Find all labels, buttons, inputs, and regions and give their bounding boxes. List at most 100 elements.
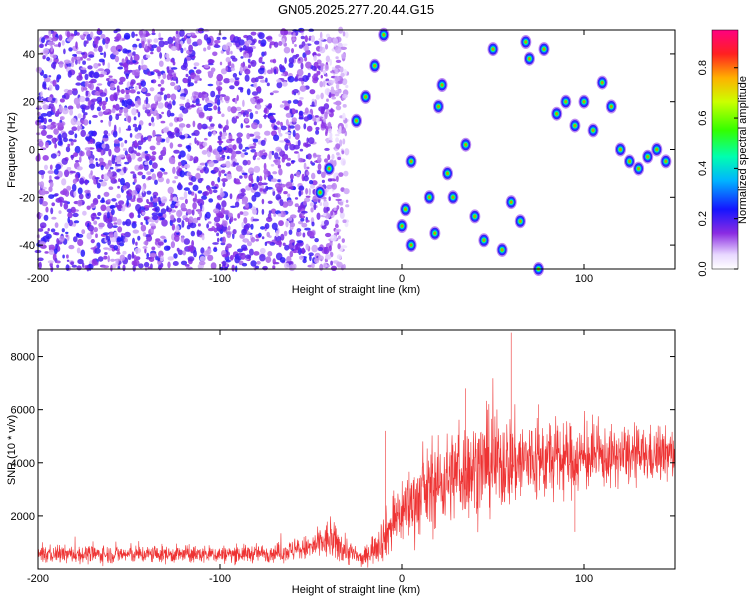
noise-cell [184, 198, 188, 205]
noise-cell [225, 160, 231, 168]
noise-cell [127, 52, 134, 57]
noise-cell [272, 90, 279, 94]
snr-frame [37, 329, 676, 570]
noise-cell [103, 130, 109, 136]
noise-cell [102, 232, 110, 236]
noise-cell [183, 187, 190, 191]
noise-cell [59, 137, 63, 144]
noise-cell [310, 207, 314, 213]
noise-cell [198, 112, 205, 119]
noise-cell [177, 182, 182, 190]
noise-cell [62, 200, 68, 204]
noise-cell [217, 140, 224, 144]
noise-cell [325, 74, 328, 77]
noise-cell [227, 106, 232, 112]
noise-cell [299, 97, 304, 100]
noise-cell [331, 265, 337, 271]
noise-cell [96, 182, 101, 189]
noise-cell [302, 232, 306, 238]
noise-cell [314, 257, 320, 264]
noise-cell [149, 87, 155, 92]
noise-cell [217, 145, 223, 153]
noise-cell [170, 81, 176, 87]
noise-cell [88, 80, 94, 84]
noise-cell [116, 33, 122, 41]
noise-cell [289, 125, 295, 129]
noise-cell [207, 150, 211, 158]
noise-cell [216, 232, 220, 237]
noise-cell [200, 146, 203, 150]
noise-cell [334, 77, 338, 85]
noise-cell [196, 140, 199, 146]
noise-cell [344, 148, 350, 156]
noise-cell [139, 164, 144, 170]
noise-cell [61, 107, 69, 115]
noise-cell [152, 215, 159, 221]
noise-cell [230, 205, 237, 208]
signal-cell [665, 160, 667, 163]
noise-cell [160, 79, 165, 85]
noise-cell [56, 76, 60, 83]
noise-cell [213, 150, 217, 155]
noise-cell [280, 28, 287, 36]
noise-cell [114, 165, 118, 169]
noise-cell [330, 234, 337, 242]
noise-cell [302, 200, 307, 206]
noise-cell [316, 53, 321, 57]
noise-cell [292, 99, 299, 104]
signal-cluster [405, 154, 417, 169]
noise-cell [230, 67, 236, 72]
noise-cell [70, 206, 76, 214]
noise-cell [150, 155, 156, 162]
noise-cell [313, 153, 316, 157]
noise-cell [183, 238, 190, 245]
noise-cell [124, 93, 131, 100]
noise-cell [188, 44, 194, 52]
noise-cell [222, 36, 227, 40]
noise-cell [50, 207, 54, 215]
noise-cell [285, 162, 291, 167]
noise-cell [100, 33, 106, 40]
noise-cell [98, 45, 103, 53]
noise-cell [179, 196, 185, 200]
noise-cell [210, 262, 217, 270]
noise-cell [145, 96, 149, 105]
noise-cell [258, 57, 263, 64]
noise-cell [334, 148, 338, 152]
noise-cell [201, 150, 208, 155]
noise-cell [65, 234, 68, 238]
noise-cell [239, 211, 244, 215]
noise-cell [186, 171, 192, 176]
noise-cell [221, 200, 227, 208]
noise-cell [160, 196, 168, 204]
noise-cell [166, 205, 169, 211]
noise-cell [170, 58, 174, 63]
noise-cell [279, 199, 284, 207]
noise-cell [259, 188, 264, 192]
noise-cell [48, 118, 53, 123]
noise-cell [115, 114, 120, 121]
noise-cell [74, 145, 81, 154]
noise-cell [172, 180, 177, 184]
noise-cell [295, 171, 301, 178]
noise-cell [180, 47, 184, 54]
noise-cell [78, 193, 84, 200]
noise-cell [263, 162, 267, 171]
noise-cell [308, 137, 315, 145]
signal-cell [492, 48, 494, 51]
noise-cell [93, 48, 98, 52]
noise-cell [278, 220, 284, 227]
signal-cluster [538, 42, 550, 57]
noise-cell [217, 111, 222, 114]
noise-cell [170, 203, 175, 209]
noise-cell [51, 216, 57, 220]
signal-cell [592, 129, 594, 132]
noise-cell [160, 208, 167, 214]
noise-cell [309, 89, 316, 95]
noise-cell [308, 252, 314, 257]
noise-cell [296, 231, 302, 237]
noise-cell [230, 106, 237, 114]
signal-cluster [378, 27, 390, 42]
signal-clusters [314, 27, 672, 276]
noise-cell [67, 143, 71, 147]
